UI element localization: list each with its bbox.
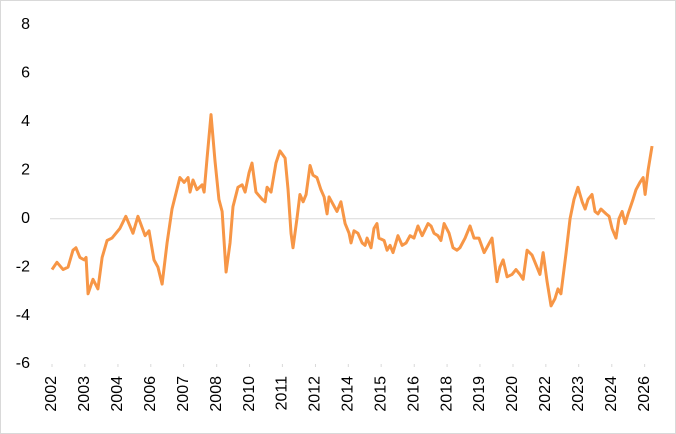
y-tick-label: -4: [16, 307, 30, 324]
x-tick-label: 2003: [76, 376, 93, 412]
x-tick-label: 2019: [471, 376, 488, 412]
x-tick-label: 2023: [570, 376, 587, 412]
x-tick-label: 2010: [241, 376, 258, 412]
x-tick-label: 2007: [175, 376, 192, 412]
x-tick-label: 2026: [636, 376, 653, 412]
y-tick-label: -6: [16, 355, 30, 372]
x-tick-label: 2011: [274, 376, 291, 411]
x-tick-label: 2022: [537, 376, 554, 412]
x-tick-label: 2020: [504, 376, 521, 412]
y-tick-label: 0: [21, 210, 30, 227]
data-line: [50, 113, 654, 308]
x-tick-label: 2006: [142, 376, 159, 412]
x-tick-label: 2004: [109, 376, 126, 412]
y-tick-label: 2: [21, 162, 30, 179]
y-tick-label: 4: [21, 113, 30, 130]
x-tick-label: 2002: [43, 376, 60, 412]
x-tick-label: 2014: [340, 376, 357, 412]
x-tick-label: 2024: [603, 376, 620, 412]
x-tick-label: 2015: [372, 376, 389, 412]
x-tick-label: 2008: [208, 376, 225, 412]
y-tick-label: 6: [21, 65, 30, 82]
y-tick-label: 8: [21, 16, 30, 33]
y-tick-label: -2: [16, 258, 30, 275]
x-tick-label: 2016: [405, 376, 422, 412]
x-tick-label: 2012: [307, 376, 324, 412]
x-tick-label: 2018: [438, 376, 455, 412]
